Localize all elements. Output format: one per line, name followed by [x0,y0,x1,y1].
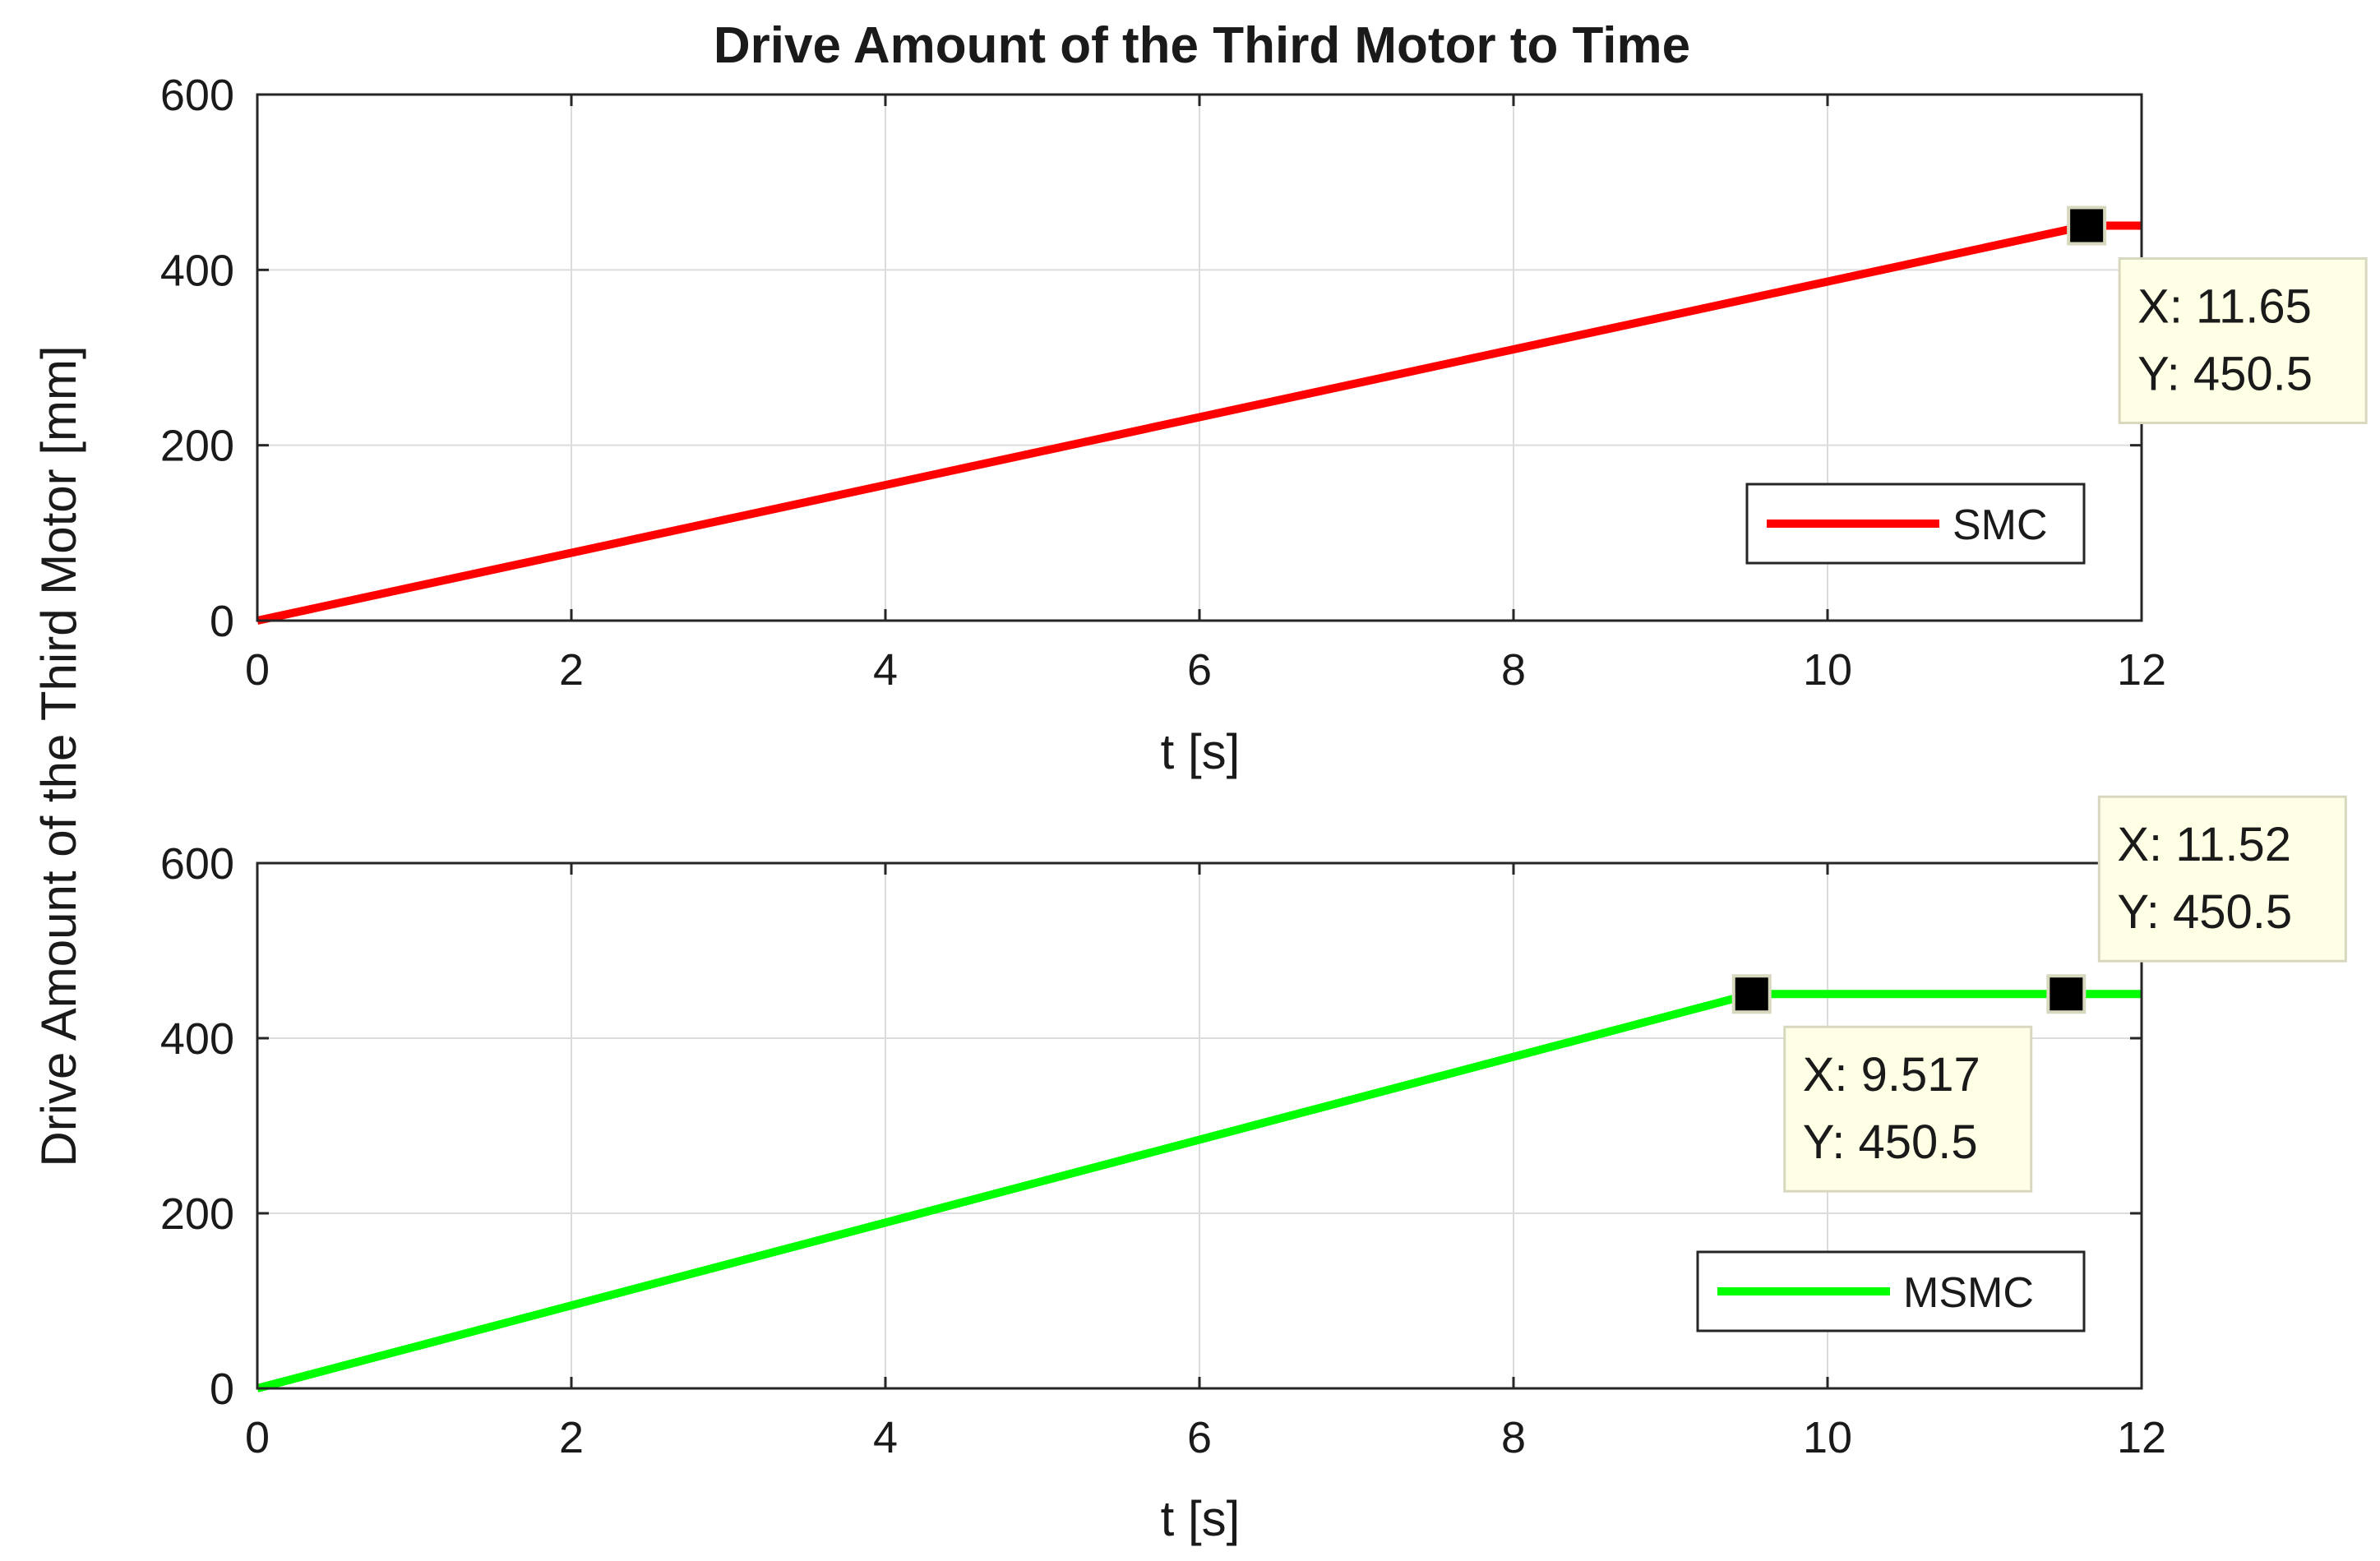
datatip-box [2097,795,2347,963]
x-tick-label: 2 [559,645,584,695]
shared-y-axis-label: Drive Amount of the Third Motor [mm] [31,345,86,1166]
msmc-subplot: 0 2 4 6 8 10 12 0 200 400 600 t [s] MSMC X: 9.517 Y: 4… [160,795,2347,1546]
datatip-x-label: X: 11.65 [2137,279,2312,333]
y-tick-label: 200 [160,422,234,471]
datatip-marker [1731,974,1772,1014]
x-tick-label: 8 [1501,1413,1526,1462]
datatip-x-label: X: 11.52 [2117,818,2291,871]
legend-label: SMC [1953,501,2048,549]
datatip-marker [2046,974,2087,1014]
y-tick-label: 0 [210,597,234,646]
legend-label: MSMC [1903,1269,2034,1317]
y-tick-label: 200 [160,1189,234,1239]
datatip-x-label: X: 9.517 [1803,1048,1980,1101]
x-tick-label: 12 [2117,1413,2166,1462]
x-axis-label: t [s] [1161,724,1241,779]
y-tick-label: 600 [160,839,234,889]
datatip-marker [2067,206,2107,246]
x-tick-label: 0 [245,645,270,695]
smc-subplot: 0 2 4 6 8 10 12 0 200 400 600 t [s] SMC X: 11.65 Y: 45… [160,71,2368,779]
datatip-y-label: Y: 450.5 [2117,885,2292,939]
x-tick-label: 2 [559,1413,584,1462]
x-tick-label: 12 [2117,645,2166,695]
datatip-y-label: Y: 450.5 [2137,347,2313,400]
x-tick-label: 4 [873,1413,898,1462]
datatip-box [1783,1025,2033,1193]
datatip-box [2118,256,2368,424]
axes-frame [256,861,2143,1390]
y-tick-label: 400 [160,1014,234,1064]
x-tick-label: 8 [1501,645,1526,695]
x-tick-label: 4 [873,645,898,695]
x-tick-label: 6 [1187,645,1212,695]
y-tick-label: 600 [160,71,234,120]
x-axis-label: t [s] [1161,1491,1241,1546]
x-tick-label: 0 [245,1413,270,1462]
datatip-y-label: Y: 450.5 [1803,1115,1978,1169]
x-tick-label: 6 [1187,1413,1212,1462]
x-tick-label: 10 [1803,1413,1852,1462]
x-tick-label: 10 [1803,645,1852,695]
y-tick-label: 0 [210,1365,234,1414]
y-tick-label: 400 [160,246,234,295]
figure-title: Drive Amount of the Third Motor to Time [714,17,1690,74]
